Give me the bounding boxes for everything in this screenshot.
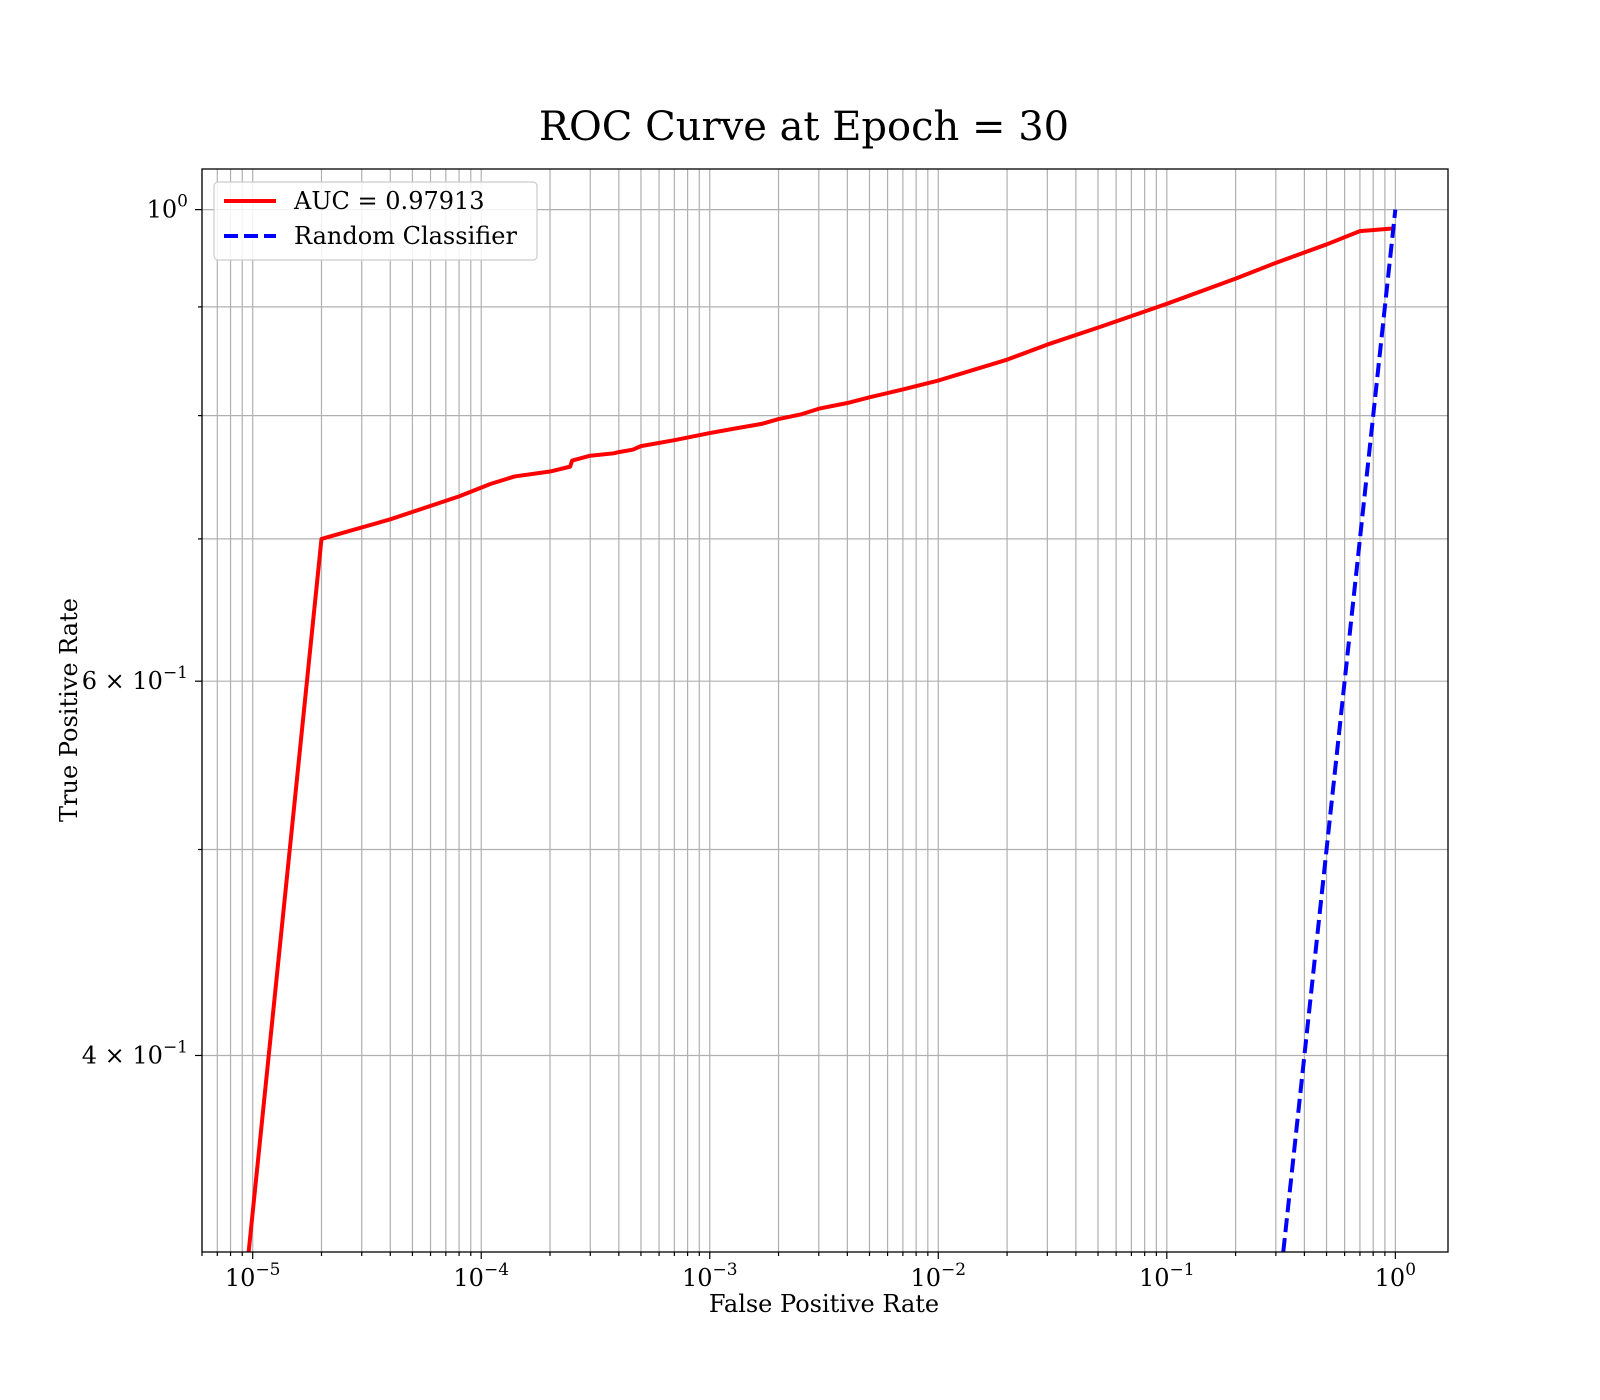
random-classifier-line — [1281, 209, 1398, 1252]
chart-title: ROC Curve at Epoch = 30 — [539, 104, 1069, 150]
y-tick-label: 4 × 10−1 — [82, 1037, 188, 1069]
x-axis-label: False Positive Rate — [709, 1290, 939, 1318]
legend: AUC = 0.97913 Random Classifier — [213, 181, 538, 261]
y-tick-label: 100 — [147, 192, 188, 224]
legend-label-auc: AUC = 0.97913 — [293, 187, 485, 215]
x-tick-label: 10−2 — [910, 1260, 966, 1292]
legend-label-random-classifier: Random Classifier — [294, 222, 517, 250]
x-tick-label: 10−1 — [1139, 1260, 1195, 1292]
plot-frame — [201, 168, 1449, 1253]
legend-frame — [213, 181, 538, 261]
axis-ticks: 10−5 10−4 10−3 10−2 10−1 100 100 6 × 10−1 4 × 10… — [82, 192, 1416, 1292]
series-layer — [246, 209, 1398, 1252]
x-tick-label: 10−3 — [682, 1260, 738, 1292]
y-tick-label: 6 × 10−1 — [82, 663, 188, 695]
x-tick-label: 100 — [1375, 1260, 1416, 1292]
x-tick-label: 10−4 — [453, 1260, 509, 1292]
x-tick-label: 10−5 — [225, 1260, 281, 1292]
y-axis-label: True Positive Rate — [55, 598, 83, 822]
roc-curve-line — [246, 226, 1396, 1252]
